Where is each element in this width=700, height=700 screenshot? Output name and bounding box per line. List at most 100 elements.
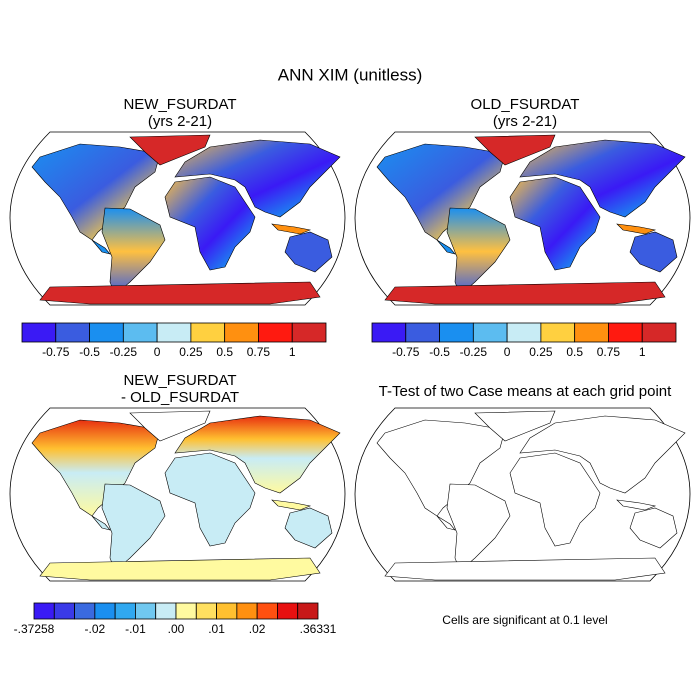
landmass [474,410,556,442]
colorbar-box [53,602,75,620]
landmass [446,207,511,296]
colorbar-box [608,322,643,343]
colorbar-label: 0.5 [566,345,583,359]
landmass [39,281,321,305]
panel-title: NEW_FSURDAT [123,96,236,113]
map [354,407,691,582]
landmass [271,499,312,511]
landmass [436,239,456,255]
colorbar-label: 0 [154,345,161,359]
colorbar-label: -.02 [85,622,106,636]
colorbar-label: 0.5 [216,345,233,359]
colorbar-label: -0.75 [42,345,70,359]
figure-title: ANN XIM (unitless) [278,65,423,84]
landmass [101,207,166,296]
landmass [91,515,111,531]
colorbar-box [89,322,124,343]
map [354,131,691,306]
panel-note: Cells are significant at 0.1 level [442,613,607,627]
colorbar-box [371,322,407,343]
colorbar-box [472,322,508,343]
colorbar-label: -.01 [125,622,146,636]
colorbar-box [122,322,158,343]
landmass [271,223,312,235]
colorbar-box [190,322,226,343]
colorbar-label: 0.75 [597,345,621,359]
landmass [129,134,211,166]
colorbar-label: -.37258 [14,622,55,636]
colorbar-box [405,322,440,343]
colorbar-box [33,602,55,620]
panel-title: (yrs 2-21) [493,113,557,130]
colorbar-label: 1 [289,345,296,359]
colorbar-box [540,322,576,343]
landmass [616,223,657,235]
landmass [164,176,256,271]
colorbar-box [21,322,57,343]
panel-title: NEW_FSURDAT [123,372,236,389]
landmass [101,483,166,572]
colorbar-box [175,602,197,620]
landmass [519,415,686,494]
map [9,131,346,306]
landmass [174,415,341,494]
colorbar-box [641,322,677,343]
landmass [164,452,256,547]
colorbar-label: -0.75 [392,345,420,359]
colorbar-label: -0.5 [429,345,450,359]
landmass [174,139,341,218]
colorbar-label: .02 [249,622,266,636]
colorbar-box [224,322,259,343]
colorbar-box [74,602,96,620]
colorbar-label: 0 [504,345,511,359]
landmass [629,507,678,549]
colorbar-box [297,602,319,620]
colorbar-box [195,602,217,620]
landmass [39,557,321,581]
colorbar-label: -0.25 [460,345,488,359]
landmass [446,483,511,572]
colorbar-label: 0.75 [247,345,271,359]
colorbar-box [236,602,258,620]
colorbar-box [114,602,136,620]
panel-title: T-Test of two Case means at each grid po… [379,383,672,400]
panel-title: OLD_FSURDAT [471,96,580,113]
colorbar-label: 1 [639,345,646,359]
landmass [509,176,601,271]
colorbar-box [291,322,327,343]
colorbar-label: .00 [168,622,185,636]
colorbar-box [258,322,293,343]
colorbar-box [574,322,609,343]
colorbar-box [216,602,238,620]
panel-title: - OLD_FSURDAT [121,389,239,406]
colorbar-box [277,602,299,620]
landmass [474,134,556,166]
colorbar-box [155,602,177,620]
colorbar-box [506,322,542,343]
colorbar-box [135,602,157,620]
landmass [519,139,686,218]
landmass [91,239,111,255]
panel-title: (yrs 2-21) [148,113,212,130]
colorbar-label: .01 [208,622,225,636]
colorbar-label: -0.5 [79,345,100,359]
landmass [284,231,333,273]
landmass [629,231,678,273]
landmass [616,499,657,511]
colorbar-box [439,322,474,343]
colorbar-label: -0.25 [110,345,138,359]
landmass [284,507,333,549]
colorbar-label: .36331 [300,622,337,636]
colorbar-box [256,602,278,620]
landmass [129,410,211,442]
landmass [384,281,666,305]
colorbar-box [94,602,116,620]
colorbar-label: 0.25 [179,345,203,359]
map [9,407,346,582]
landmass [509,452,601,547]
landmass [384,557,666,581]
colorbar-box [156,322,192,343]
landmass [436,515,456,531]
colorbar-box [55,322,90,343]
